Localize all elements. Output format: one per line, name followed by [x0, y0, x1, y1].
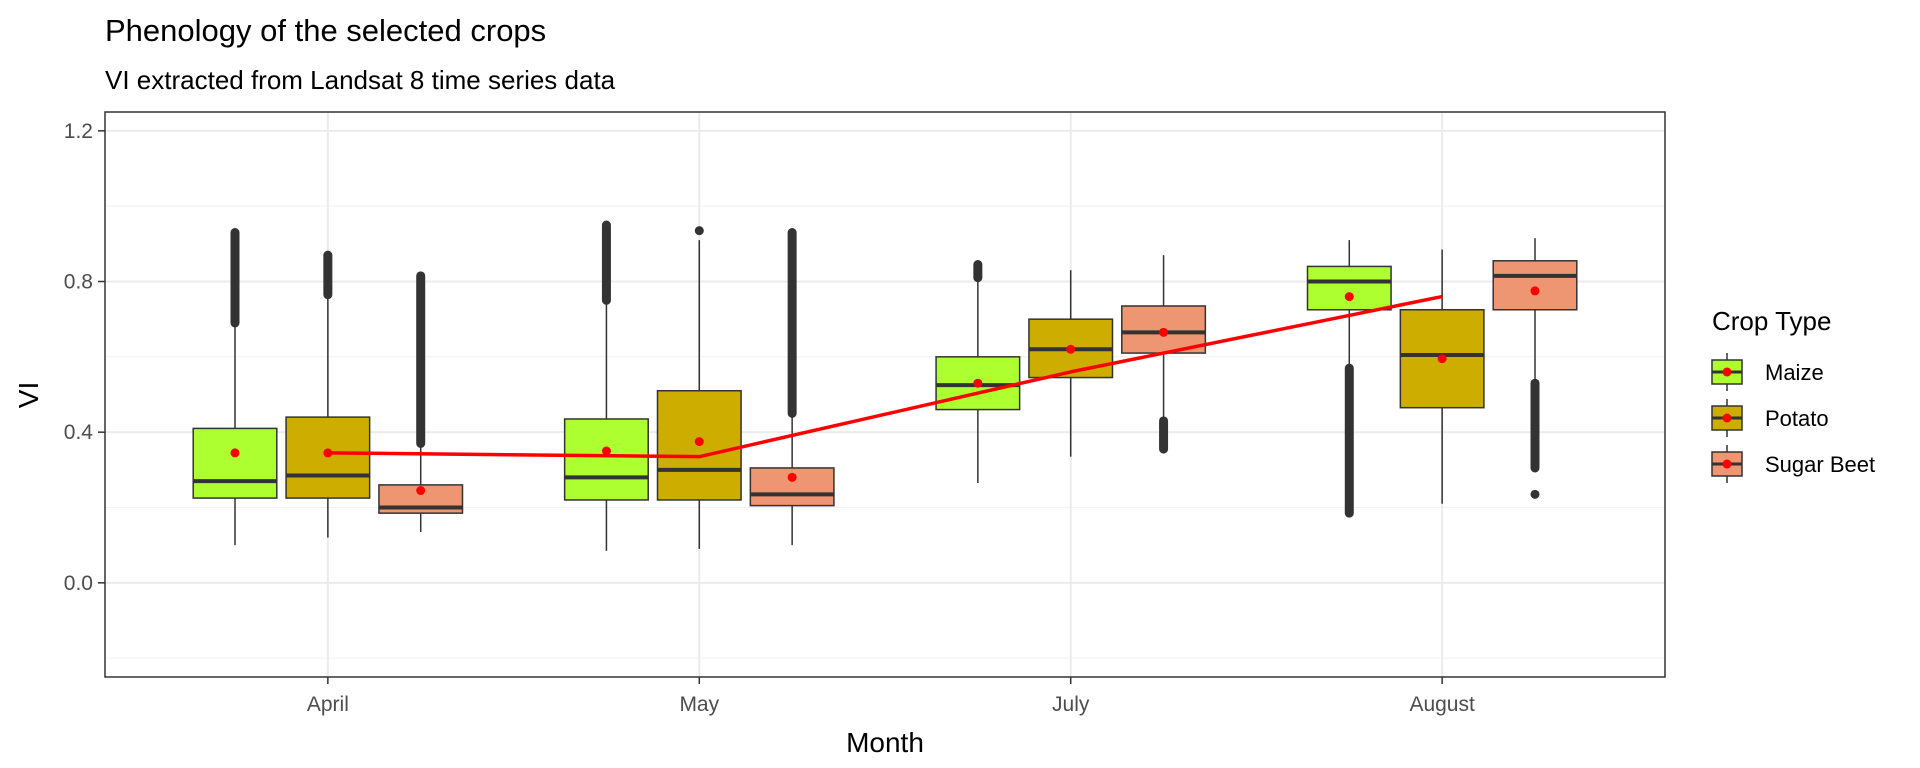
x-axis-title: Month [846, 727, 924, 758]
mean-point [416, 486, 426, 496]
boxplot-group [192, 220, 1578, 551]
legend-label: Sugar Beet [1765, 452, 1875, 477]
y-tick-label: 0.8 [64, 271, 93, 294]
outlier-high [694, 226, 704, 236]
box-sugar-beet [378, 271, 464, 532]
mean-trend-line [327, 294, 1443, 459]
legend: Crop Type Maize Potato Sugar Beet [1711, 306, 1875, 483]
y-tick-label: 0.0 [64, 572, 93, 595]
legend-label: Maize [1765, 360, 1824, 385]
legend-key-mean [1722, 367, 1732, 377]
outlier-low-point [1530, 489, 1540, 499]
mean-point [1066, 344, 1076, 354]
panel-border [104, 111, 1666, 678]
legend-title: Crop Type [1712, 306, 1831, 336]
mean-point [1530, 286, 1540, 296]
mean-point [323, 448, 333, 458]
box-maize [563, 220, 649, 551]
box-sugar-beet [1492, 238, 1578, 499]
chart-subtitle: VI extracted from Landsat 8 time series … [105, 65, 616, 95]
mean-point [1344, 292, 1354, 302]
mean-points [230, 286, 1540, 496]
box-iqr [1492, 260, 1578, 311]
box-iqr [563, 418, 649, 501]
x-tick-label: July [1052, 693, 1090, 716]
y-axis: 0.0 0.4 0.8 1.2 [64, 120, 105, 595]
box-maize [1306, 240, 1392, 518]
y-axis-title: VI [13, 382, 44, 408]
mean-point [1159, 327, 1169, 337]
legend-item-sugar-beet: Sugar Beet [1711, 445, 1875, 483]
legend-item-maize: Maize [1711, 353, 1824, 391]
mean-point [601, 446, 611, 456]
box-iqr [1306, 265, 1392, 311]
x-tick-label: August [1409, 693, 1475, 716]
y-tick-label: 0.4 [64, 421, 94, 444]
x-tick-label: May [679, 693, 719, 716]
plot-panel [104, 111, 1666, 678]
legend-key-mean [1722, 459, 1732, 469]
chart-title: Phenology of the selected crops [105, 13, 546, 48]
box-potato [285, 250, 371, 538]
legend-key-mean [1722, 413, 1732, 423]
box-iqr [285, 416, 371, 499]
mean-point [230, 448, 240, 458]
y-tick-label: 1.2 [64, 120, 93, 143]
mean-point [973, 378, 983, 388]
box-iqr [192, 427, 278, 499]
legend-label: Potato [1765, 406, 1829, 431]
mean-point [787, 472, 797, 482]
x-tick-label: April [307, 693, 349, 716]
legend-items: Maize Potato Sugar Beet [1711, 353, 1875, 483]
legend-item-potato: Potato [1711, 399, 1829, 437]
mean-point [1437, 354, 1447, 364]
box-maize [192, 228, 278, 546]
mean-point [694, 437, 704, 447]
x-axis: April May July August [307, 677, 1475, 716]
